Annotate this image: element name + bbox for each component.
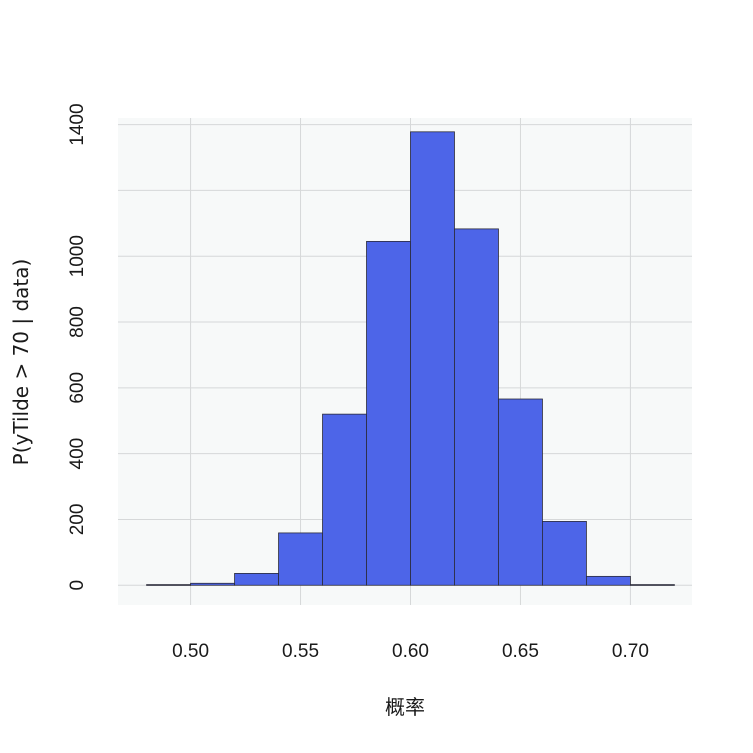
y-tick-label: 200 <box>67 504 88 536</box>
y-tick-label: 1400 <box>67 103 88 145</box>
y-tick-label: 400 <box>67 438 88 470</box>
y-axis-title: P(yTilde > 70 | data) <box>9 259 33 466</box>
histogram-bar <box>234 573 279 586</box>
histogram-bar <box>498 398 543 586</box>
x-axis-title: 概率 <box>385 695 425 719</box>
histogram-bar <box>630 584 675 586</box>
x-tick-label: 0.50 <box>172 641 209 662</box>
histogram-bar <box>322 413 367 586</box>
y-tick-label: 1000 <box>67 235 88 277</box>
x-tick-label: 0.65 <box>502 641 539 662</box>
x-tick-label: 0.55 <box>282 641 319 662</box>
y-axis-ticks: 0 200 400 600 800 1000 1400 <box>67 103 88 590</box>
y-tick-label: 0 <box>67 580 88 591</box>
x-axis-ticks: 0.50 0.55 0.60 0.65 0.70 <box>172 641 649 662</box>
x-tick-label: 0.70 <box>612 641 649 662</box>
y-tick-label: 800 <box>67 306 88 338</box>
histogram-bar <box>542 521 587 586</box>
histogram-bar <box>366 240 411 586</box>
histogram-bar <box>146 584 191 586</box>
histogram-bar <box>190 582 235 586</box>
y-tick-label: 600 <box>67 372 88 404</box>
histogram-bars <box>146 131 675 586</box>
histogram-bar <box>454 228 499 586</box>
histogram-bar <box>586 575 631 586</box>
x-tick-label: 0.60 <box>392 641 429 662</box>
histogram-bar <box>278 532 323 586</box>
histogram-bar <box>410 131 455 586</box>
